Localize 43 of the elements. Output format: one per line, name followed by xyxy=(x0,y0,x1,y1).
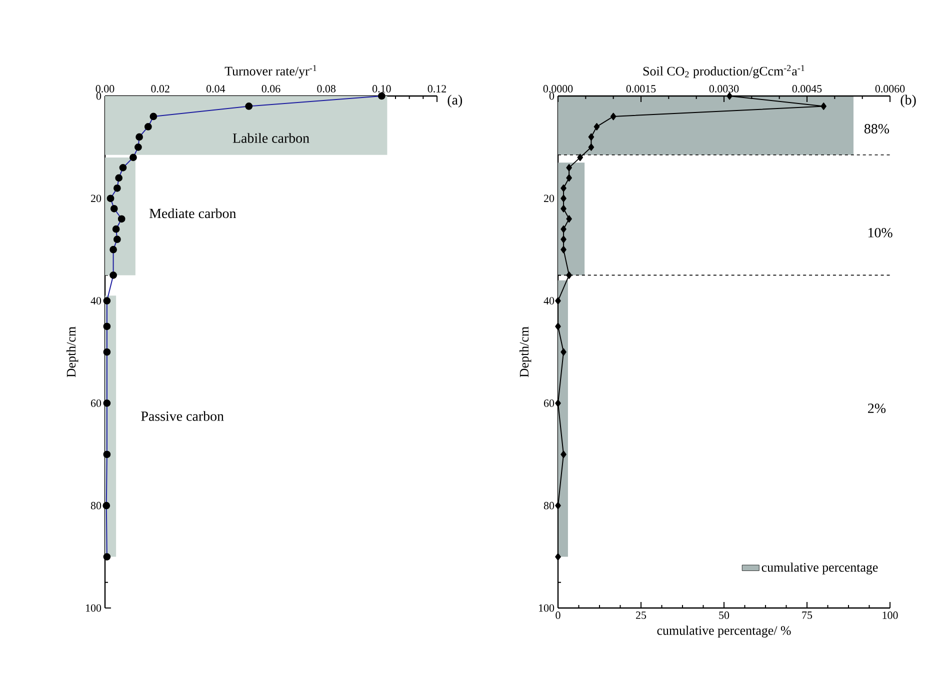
y-tick-label: 80 xyxy=(544,502,554,510)
x-tick-label: 0.12 xyxy=(428,85,446,92)
annotation: 2% xyxy=(868,404,886,414)
y-tick-label: 80 xyxy=(90,502,102,510)
x-tick-label: 0 xyxy=(556,612,560,619)
x2-tick-label: 0.0030 xyxy=(709,85,739,92)
x-axis-title: cumulative percentage/ % xyxy=(657,626,791,638)
annotation: Passive carbon xyxy=(141,411,224,421)
y-tick-label: 100 xyxy=(86,604,102,612)
x-tick-label: 0.04 xyxy=(206,85,226,92)
x2-tick-label: 0.0015 xyxy=(626,85,656,92)
y-tick-label: 60 xyxy=(544,400,554,407)
x-tick-label: 0.06 xyxy=(262,85,280,92)
y-tick-label: 0 xyxy=(96,92,102,100)
text: (b) xyxy=(900,94,916,108)
y-tick-label: 40 xyxy=(544,297,554,304)
x-tick-label: 0.08 xyxy=(317,85,336,92)
x-tick-label: 0.00 xyxy=(96,85,114,92)
x-tick-label: 0.10 xyxy=(372,85,391,92)
x2-tick-label: 0.0000 xyxy=(543,85,573,92)
y-tick-label: 20 xyxy=(91,194,102,202)
x2-axis-title: Soil CO$_{2}$ production/gCcm$^{-2}$a$^{-1}$ xyxy=(643,65,804,78)
x-tick-label: 0.02 xyxy=(151,85,170,92)
y-tick-label: 20 xyxy=(544,194,554,202)
x2-tick-label: 0.0060 xyxy=(875,85,905,92)
y-tick-label: 100 xyxy=(539,604,554,612)
x2-tick-label: 0.0045 xyxy=(792,85,822,92)
annotation: Labile carbon xyxy=(232,133,310,143)
text: (a) xyxy=(448,94,462,108)
x-tick-label: 75 xyxy=(802,612,812,619)
x-tick-label: 100 xyxy=(882,612,898,619)
annotation: Mediate carbon xyxy=(149,208,236,218)
annotation: 10% xyxy=(868,228,892,238)
x-axis-title: Turnover rate/yr$^{-1}$ xyxy=(224,65,316,78)
y-tick-label: 0 xyxy=(549,92,554,100)
annotation: 88% xyxy=(864,124,890,134)
y-axis-title: Depth/cm xyxy=(66,326,78,378)
y-tick-label: 60 xyxy=(90,400,102,407)
x-tick-label: 25 xyxy=(636,612,646,619)
y-tick-label: 40 xyxy=(90,297,102,304)
y-axis-title: Depth/cm xyxy=(519,326,532,378)
legend-label: cumulative percentage xyxy=(762,562,878,574)
x-tick-label: 50 xyxy=(719,612,730,619)
